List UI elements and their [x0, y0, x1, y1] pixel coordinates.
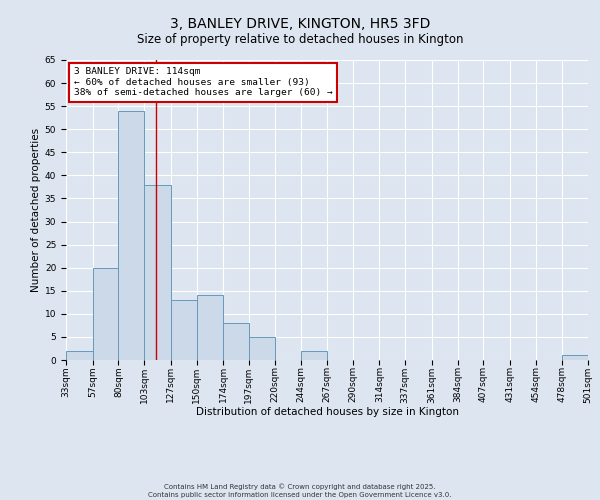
- Text: 3 BANLEY DRIVE: 114sqm
← 60% of detached houses are smaller (93)
38% of semi-det: 3 BANLEY DRIVE: 114sqm ← 60% of detached…: [74, 68, 332, 98]
- Bar: [66, 351, 93, 360]
- Bar: [301, 351, 327, 360]
- Bar: [118, 111, 144, 360]
- Text: Contains HM Land Registry data © Crown copyright and database right 2025.
Contai: Contains HM Land Registry data © Crown c…: [148, 484, 452, 498]
- Bar: [197, 296, 223, 360]
- Bar: [144, 184, 171, 360]
- Text: 3, BANLEY DRIVE, KINGTON, HR5 3FD: 3, BANLEY DRIVE, KINGTON, HR5 3FD: [170, 18, 430, 32]
- Bar: [93, 268, 118, 360]
- Bar: [562, 356, 588, 360]
- Bar: [223, 323, 249, 360]
- Bar: [249, 337, 275, 360]
- X-axis label: Distribution of detached houses by size in Kington: Distribution of detached houses by size …: [196, 407, 458, 417]
- Text: Size of property relative to detached houses in Kington: Size of property relative to detached ho…: [137, 32, 463, 46]
- Bar: [171, 300, 197, 360]
- Y-axis label: Number of detached properties: Number of detached properties: [31, 128, 41, 292]
